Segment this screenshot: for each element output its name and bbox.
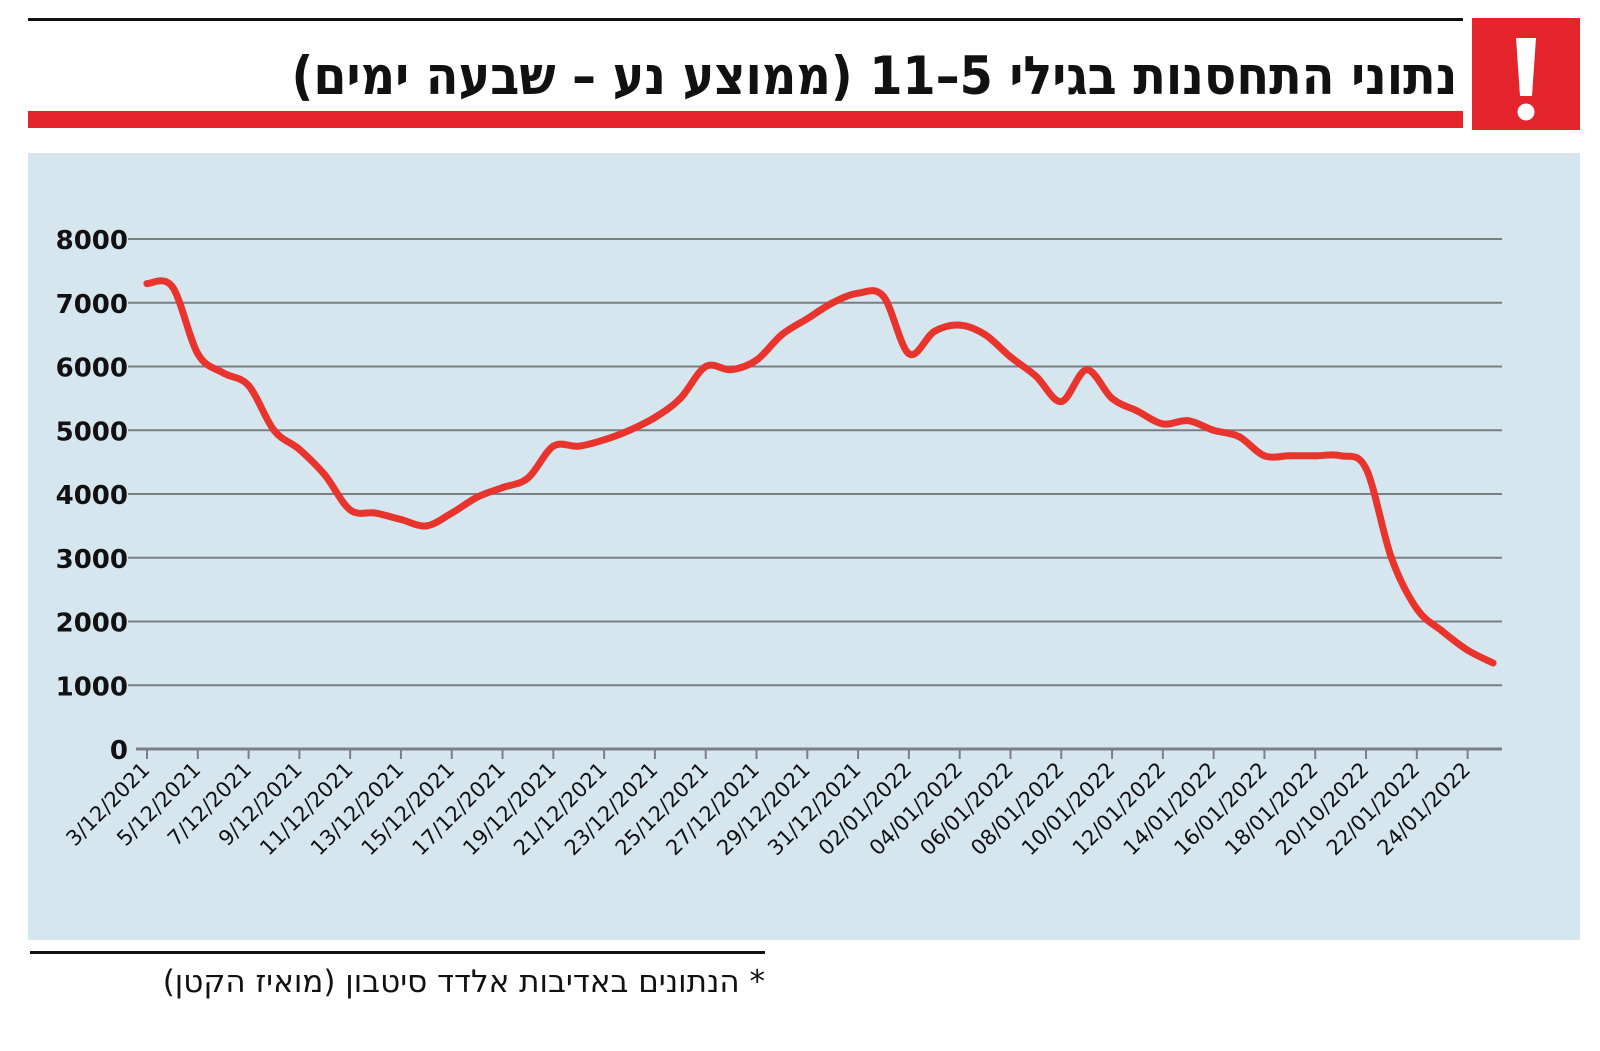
- data-point: [143, 280, 151, 288]
- data-point: [930, 327, 938, 335]
- y-tick-label: 8000: [56, 226, 128, 256]
- data-point: [473, 493, 481, 501]
- data-point: [1337, 452, 1345, 460]
- data-point: [219, 369, 227, 377]
- data-point: [1184, 417, 1192, 425]
- data-point: [575, 442, 583, 450]
- data-point: [499, 484, 507, 492]
- data-point: [753, 356, 761, 364]
- data-point: [1311, 452, 1319, 460]
- data-point: [600, 436, 608, 444]
- data-point: [168, 283, 176, 291]
- data-point: [1108, 394, 1116, 402]
- source-footnote: * הנתונים באדיבות אלדד סיטבון (מואיז הקט…: [162, 964, 765, 1000]
- data-point: [295, 445, 303, 453]
- vaccination-line: [143, 277, 1497, 667]
- y-tick-label: 7000: [56, 290, 128, 320]
- data-point: [1235, 433, 1243, 441]
- alert-badge: [1472, 18, 1580, 130]
- data-point: [626, 426, 634, 434]
- x-axis: 3/12/20215/12/20217/12/20219/12/202111/1…: [61, 747, 1502, 860]
- data-point: [676, 394, 684, 402]
- data-point: [549, 442, 557, 450]
- y-tick-label: 0: [110, 736, 128, 766]
- y-axis-tick-labels: 0 1000 2000 3000 4000 5000 6000 7000 8000: [56, 226, 128, 766]
- data-point: [1260, 452, 1268, 460]
- data-point: [981, 331, 989, 339]
- y-tick-label: 2000: [56, 609, 128, 639]
- y-tick-label: 5000: [56, 417, 128, 447]
- data-point: [727, 366, 735, 374]
- data-point: [1362, 465, 1370, 472]
- data-point: [1032, 372, 1040, 380]
- data-point: [194, 350, 202, 358]
- data-point: [397, 516, 405, 523]
- data-point: [422, 522, 430, 530]
- data-point: [270, 426, 278, 434]
- footer-rule: [30, 951, 765, 954]
- data-point: [778, 331, 786, 339]
- data-point: [448, 509, 456, 517]
- exclamation-icon: [1516, 38, 1536, 121]
- data-point: [1133, 407, 1141, 415]
- data-point: [1413, 605, 1421, 613]
- chart-panel: 0 1000 2000 3000 4000 5000 6000 7000 8000 3/12/2…: [28, 153, 1580, 940]
- data-point: [1387, 554, 1395, 562]
- data-point: [854, 289, 862, 297]
- data-point: [1464, 646, 1472, 654]
- data-point: [346, 506, 354, 514]
- data-point: [1438, 627, 1446, 635]
- y-tick-label: 6000: [56, 354, 128, 384]
- header-top-rule: [28, 18, 1463, 21]
- y-tick-label: 4000: [56, 481, 128, 511]
- data-point: [372, 509, 380, 517]
- data-point: [879, 292, 887, 300]
- y-tick-label: 3000: [56, 545, 128, 575]
- y-tick-label: 1000: [56, 672, 128, 702]
- data-point: [702, 363, 710, 370]
- data-point: [1210, 426, 1218, 434]
- data-point: [1286, 452, 1294, 460]
- gridlines: [128, 238, 1502, 687]
- data-point: [524, 474, 532, 482]
- data-point: [905, 350, 913, 358]
- data-point: [1083, 366, 1091, 374]
- data-series: [143, 277, 1497, 667]
- data-point: [321, 471, 329, 479]
- line-chart: 0 1000 2000 3000 4000 5000 6000 7000 8000 3/12/2…: [56, 226, 1502, 860]
- data-point: [1006, 353, 1014, 361]
- data-point: [803, 315, 811, 323]
- data-point: [651, 414, 659, 421]
- chart-title: נתוני התחסנות בגילי 5–11 (ממוצע נע – שבע…: [291, 46, 1457, 107]
- data-point: [1057, 398, 1065, 406]
- data-point: [1489, 659, 1497, 667]
- data-point: [829, 299, 837, 307]
- header-red-bar: [28, 111, 1463, 128]
- chart-header: נתוני התחסנות בגילי 5–11 (ממוצע נע – שבע…: [28, 18, 1463, 130]
- data-point: [956, 321, 964, 329]
- data-point: [245, 382, 253, 390]
- data-point: [1159, 420, 1167, 428]
